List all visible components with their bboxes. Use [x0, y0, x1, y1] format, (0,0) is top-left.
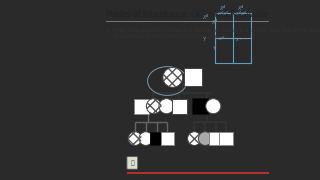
Circle shape	[139, 132, 153, 145]
Text: $Y$: $Y$	[212, 44, 217, 52]
Circle shape	[128, 132, 142, 145]
Text: $X^A$: $X^A$	[218, 35, 225, 44]
Text: $X^A$: $X^A$	[203, 13, 211, 22]
Text: Modes of Inheritance – X-Linked Recessive: Modes of Inheritance – X-Linked Recessiv…	[106, 10, 268, 19]
Text: $X^A$: $X^A$	[211, 18, 219, 27]
Bar	[150, 132, 164, 145]
Text: $Y$: $Y$	[203, 35, 208, 43]
Text: If the male parent is normal and the female parent is a carrier, then half of th: If the male parent is normal and the fem…	[113, 28, 320, 39]
Circle shape	[146, 99, 162, 114]
Text: •: •	[106, 28, 110, 34]
Text: $X^A$: $X^A$	[219, 4, 227, 13]
FancyBboxPatch shape	[127, 157, 138, 169]
Bar	[219, 132, 233, 145]
Bar	[209, 132, 223, 145]
Circle shape	[188, 132, 201, 145]
Circle shape	[198, 132, 212, 145]
Text: $X^A X^A$: $X^A X^A$	[235, 10, 247, 19]
Text: $X^+$: $X^+$	[235, 36, 243, 44]
Bar	[192, 98, 208, 114]
Circle shape	[159, 99, 174, 114]
Bar	[184, 68, 202, 86]
Bar	[134, 99, 149, 114]
Text: $X^A X^A$: $X^A X^A$	[217, 10, 229, 19]
Circle shape	[206, 99, 221, 114]
Text: ⛨: ⛨	[131, 160, 134, 166]
Text: $X^A$: $X^A$	[237, 4, 245, 13]
Circle shape	[163, 68, 183, 87]
Bar	[161, 132, 174, 145]
Bar	[172, 99, 187, 114]
